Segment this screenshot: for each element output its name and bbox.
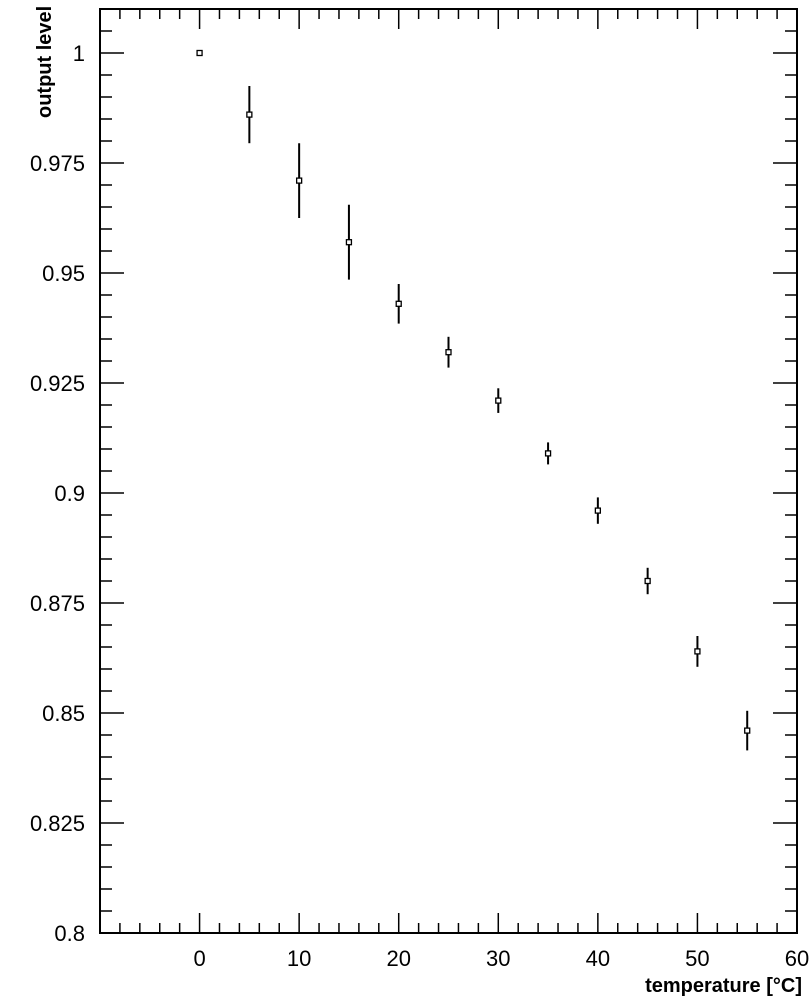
x-tick-label: 0	[193, 946, 205, 971]
x-tick-label: 60	[785, 946, 809, 971]
y-tick-label: 0.85	[42, 701, 85, 726]
x-axis-title: temperature [°C]	[645, 975, 802, 997]
y-tick-label: 1	[73, 41, 85, 66]
data-point-marker	[594, 507, 602, 514]
data-point-marker	[744, 727, 751, 734]
x-tick-label: 30	[486, 946, 510, 971]
axes	[99, 8, 798, 934]
y-tick-label: 0.825	[30, 811, 85, 836]
y-axis-title: output level	[34, 6, 56, 118]
x-tick-label: 50	[685, 946, 709, 971]
data-point-marker	[495, 397, 502, 404]
error-bars	[248, 86, 749, 751]
y-tick-label: 0.95	[42, 261, 85, 286]
data-point-marker	[544, 450, 552, 457]
data-point-marker	[395, 300, 402, 307]
data-points	[196, 49, 751, 734]
y-tick-label: 0.9	[54, 481, 85, 506]
data-point-marker	[345, 239, 353, 246]
data-point-marker	[295, 177, 303, 184]
x-tick-label: 10	[287, 946, 311, 971]
data-point-marker	[196, 49, 203, 57]
plot-frame	[99, 8, 798, 934]
y-tick-label: 0.925	[30, 371, 85, 396]
y-tick-label: 0.975	[30, 151, 85, 176]
data-point-marker	[644, 577, 651, 585]
data-point-marker	[445, 349, 452, 356]
x-tick-label: 40	[586, 946, 610, 971]
x-tick-label: 20	[386, 946, 410, 971]
tick-labels: 0 10 20 30 40 50 60 0.8 0.825 0.85 0.875 0.9 0.925 0.…	[30, 41, 809, 971]
axis-ticks	[99, 8, 798, 934]
y-tick-label: 0.8	[54, 921, 85, 946]
data-point-marker	[246, 111, 253, 118]
y-tick-label: 0.875	[30, 591, 85, 616]
data-point-marker	[694, 648, 701, 655]
